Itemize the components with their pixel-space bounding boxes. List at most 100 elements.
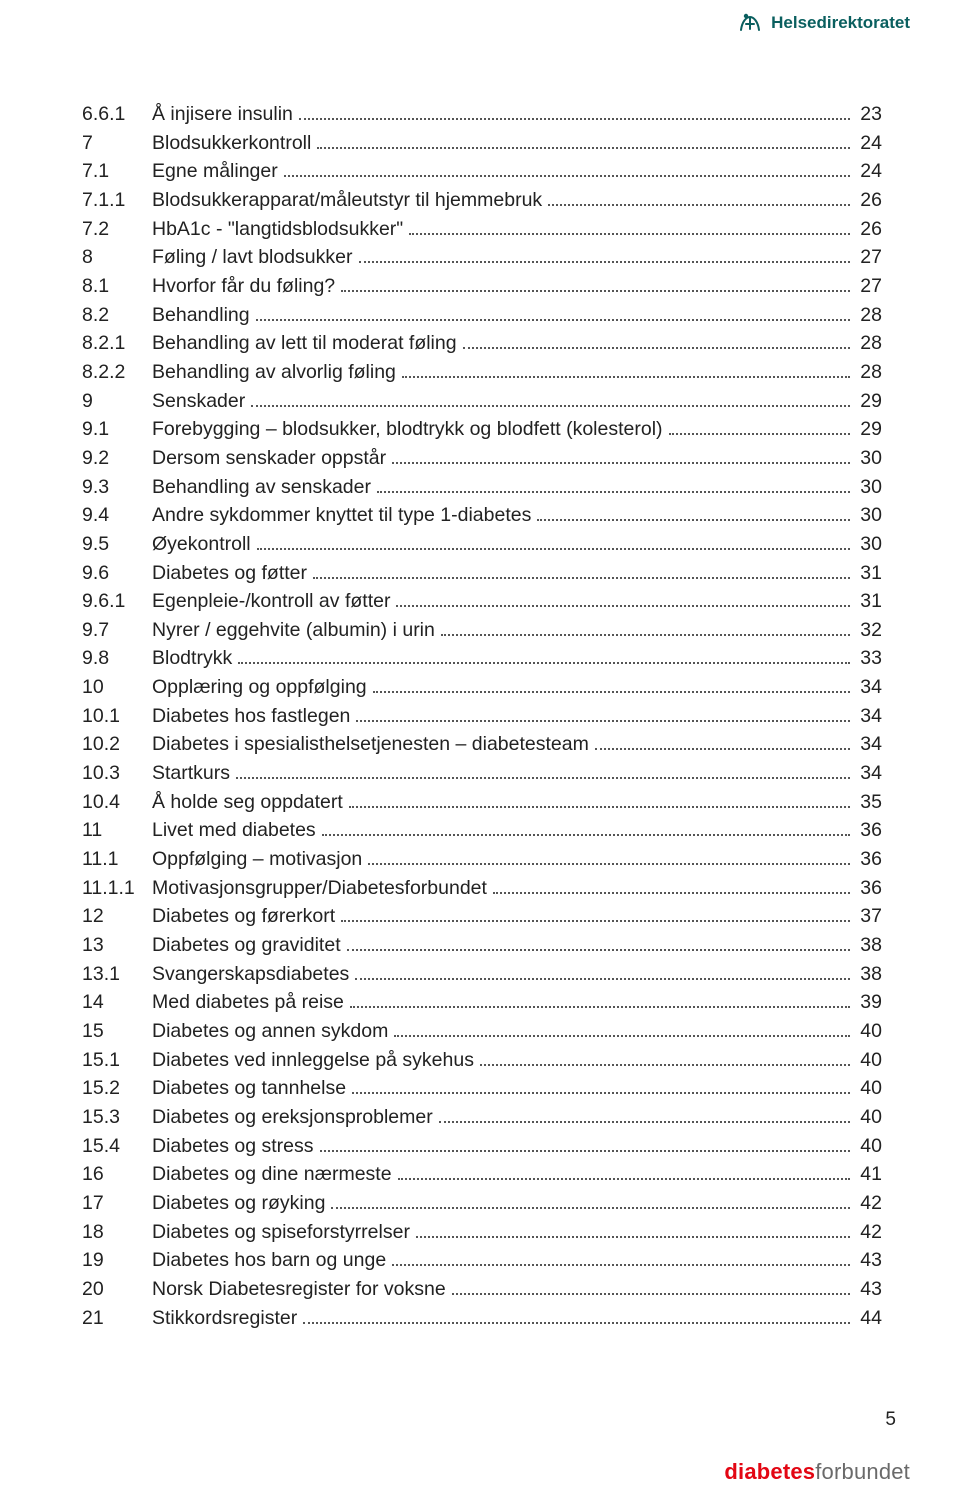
toc-entry-page: 24 <box>854 129 882 158</box>
toc-entry-number: 9.5 <box>82 530 152 559</box>
toc-entry-title: Senskader <box>152 387 245 416</box>
toc-row: 8.2.2Behandling av alvorlig føling28 <box>82 358 882 387</box>
toc-entry-number: 8.2.1 <box>82 329 152 358</box>
toc-entry-page: 23 <box>854 100 882 129</box>
toc-entry-title: Diabetes ved innleggelse på sykehus <box>152 1046 474 1075</box>
toc-entry-number: 7.1.1 <box>82 186 152 215</box>
toc-row: 8.1Hvorfor får du føling?27 <box>82 272 882 301</box>
toc-entry-page: 29 <box>854 415 882 444</box>
toc-leader-dots <box>392 1264 850 1266</box>
toc-leader-dots <box>284 175 851 177</box>
toc-entry-number: 17 <box>82 1189 152 1218</box>
toc-entry-title: Diabetes og tannhelse <box>152 1074 346 1103</box>
toc-entry-number: 10.4 <box>82 788 152 817</box>
toc-leader-dots <box>341 920 850 922</box>
toc-entry-page: 26 <box>854 186 882 215</box>
toc-entry-page: 41 <box>854 1160 882 1189</box>
toc-row: 15Diabetes og annen sykdom40 <box>82 1017 882 1046</box>
toc-row: 9.6.1Egenpleie-/kontroll av føtter31 <box>82 587 882 616</box>
toc-leader-dots <box>409 233 850 235</box>
toc-leader-dots <box>402 376 850 378</box>
toc-entry-title: Diabetes i spesialisthelsetjenesten – di… <box>152 730 589 759</box>
toc-leader-dots <box>396 605 850 607</box>
toc-entry-number: 7 <box>82 129 152 158</box>
toc-row: 8.2.1Behandling av lett til moderat føli… <box>82 329 882 358</box>
toc-entry-number: 21 <box>82 1304 152 1333</box>
toc-leader-dots <box>251 405 850 407</box>
toc-row: 7.2HbA1c - "langtidsblodsukker"26 <box>82 215 882 244</box>
toc-leader-dots <box>236 777 850 779</box>
toc-entry-number: 15.1 <box>82 1046 152 1075</box>
toc-entry-page: 40 <box>854 1017 882 1046</box>
toc-entry-title: Blodsukkerkontroll <box>152 129 311 158</box>
toc-entry-title: Å injisere insulin <box>152 100 293 129</box>
toc-entry-title: Dersom senskader oppstår <box>152 444 386 473</box>
toc-row: 8Føling / lavt blodsukker27 <box>82 243 882 272</box>
toc-row: 11.1.1Motivasjonsgrupper/Diabetesforbund… <box>82 874 882 903</box>
toc-entry-title: Blodtrykk <box>152 644 232 673</box>
toc-entry-number: 9.8 <box>82 644 152 673</box>
toc-entry-number: 9 <box>82 387 152 416</box>
toc-entry-title: Stikkordsregister <box>152 1304 297 1333</box>
toc-row: 10Opplæring og oppfølging34 <box>82 673 882 702</box>
toc-entry-title: Egne målinger <box>152 157 278 186</box>
toc-row: 9.7Nyrer / eggehvite (albumin) i urin32 <box>82 616 882 645</box>
toc-row: 18Diabetes og spiseforstyrrelser42 <box>82 1218 882 1247</box>
toc-entry-number: 7.1 <box>82 157 152 186</box>
toc-row: 15.2Diabetes og tannhelse40 <box>82 1074 882 1103</box>
toc-entry-title: Nyrer / eggehvite (albumin) i urin <box>152 616 435 645</box>
toc-leader-dots <box>368 863 850 865</box>
toc-row: 7.1Egne målinger24 <box>82 157 882 186</box>
toc-row: 14Med diabetes på reise39 <box>82 988 882 1017</box>
toc-leader-dots <box>377 491 850 493</box>
toc-row: 8.2Behandling28 <box>82 301 882 330</box>
toc-entry-title: Diabetes og ereksjonsproblemer <box>152 1103 433 1132</box>
toc-leader-dots <box>331 1207 850 1209</box>
toc-entry-number: 10.1 <box>82 702 152 731</box>
toc-row: 7Blodsukkerkontroll 24 <box>82 129 882 158</box>
toc-entry-title: Å holde seg oppdatert <box>152 788 343 817</box>
toc-entry-page: 36 <box>854 845 882 874</box>
toc-row: 10.1Diabetes hos fastlegen34 <box>82 702 882 731</box>
toc-entry-number: 9.4 <box>82 501 152 530</box>
toc-entry-page: 40 <box>854 1046 882 1075</box>
toc-leader-dots <box>313 577 850 579</box>
toc-leader-dots <box>238 662 850 664</box>
toc-entry-page: 32 <box>854 616 882 645</box>
toc-entry-number: 11.1 <box>82 845 152 874</box>
toc-leader-dots <box>441 634 850 636</box>
toc-row: 19Diabetes hos barn og unge43 <box>82 1246 882 1275</box>
toc-leader-dots <box>299 118 850 120</box>
toc-entry-number: 15 <box>82 1017 152 1046</box>
toc-leader-dots <box>349 806 850 808</box>
toc-entry-number: 11 <box>82 816 152 845</box>
toc-entry-title: Hvorfor får du føling? <box>152 272 335 301</box>
toc-leader-dots <box>394 1035 850 1037</box>
toc-row: 9.2Dersom senskader oppstår30 <box>82 444 882 473</box>
toc-row: 9.3Behandling av senskader30 <box>82 473 882 502</box>
toc-leader-dots <box>416 1236 850 1238</box>
toc-entry-page: 40 <box>854 1074 882 1103</box>
toc-entry-number: 11.1.1 <box>82 874 152 903</box>
toc-row: 9.1Forebygging – blodsukker, blodtrykk o… <box>82 415 882 444</box>
toc-leader-dots <box>373 691 851 693</box>
toc-row: 15.4Diabetes og stress40 <box>82 1132 882 1161</box>
toc-leader-dots <box>320 1150 851 1152</box>
toc-entry-title: Livet med diabetes <box>152 816 316 845</box>
toc-entry-title: Forebygging – blodsukker, blodtrykk og b… <box>152 415 663 444</box>
toc-entry-number: 14 <box>82 988 152 1017</box>
toc-leader-dots <box>359 261 851 263</box>
toc-row: 12Diabetes og førerkort37 <box>82 902 882 931</box>
toc-leader-dots <box>669 433 851 435</box>
toc-entry-number: 9.2 <box>82 444 152 473</box>
toc-entry-number: 6.6.1 <box>82 100 152 129</box>
toc-entry-number: 13.1 <box>82 960 152 989</box>
table-of-contents: 6.6.1Å injisere insulin237Blodsukkerkont… <box>82 100 882 1332</box>
toc-entry-title: Svangerskapsdiabetes <box>152 960 349 989</box>
toc-row: 13.1Svangerskapsdiabetes38 <box>82 960 882 989</box>
toc-row: 17Diabetes og røyking42 <box>82 1189 882 1218</box>
toc-entry-title: Behandling <box>152 301 250 330</box>
toc-row: 21Stikkordsregister44 <box>82 1304 882 1333</box>
toc-entry-page: 40 <box>854 1103 882 1132</box>
toc-entry-title: Andre sykdommer knyttet til type 1-diabe… <box>152 501 531 530</box>
